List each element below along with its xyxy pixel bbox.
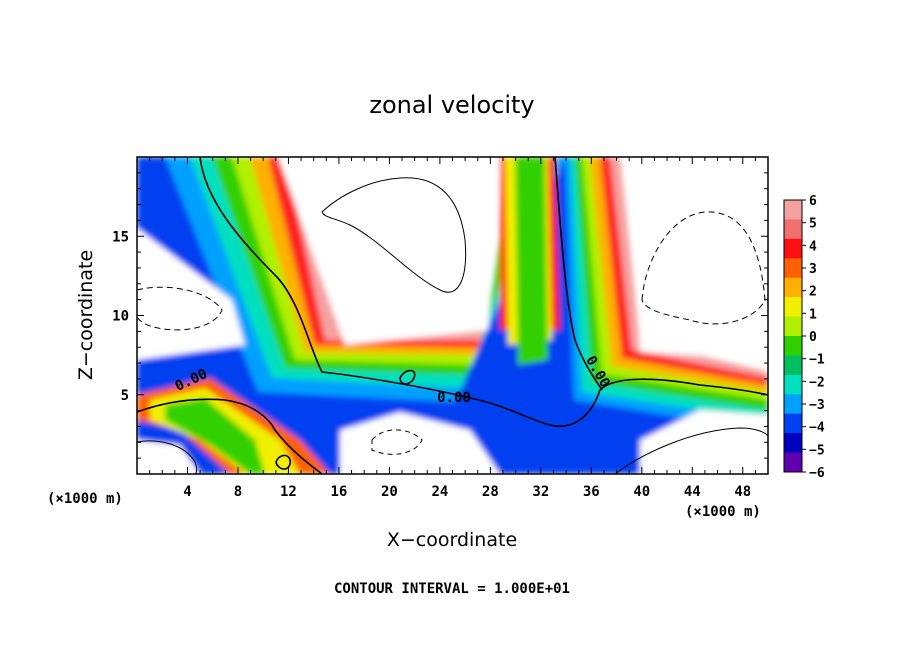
colorbar-segment [784, 238, 802, 259]
colorbar-segment [784, 355, 802, 376]
colorbar-tick-label: 2 [809, 285, 817, 300]
x-tick-label: 12 [280, 484, 297, 500]
x-tick-label: 36 [583, 484, 600, 500]
y-axis-label: Z−coordinate [75, 250, 97, 380]
colorbar-tick-label: −4 [809, 421, 825, 436]
x-tick-label: 28 [482, 484, 499, 500]
y-tick-label: 5 [121, 388, 129, 404]
colorbar-tick-label: −1 [809, 353, 825, 368]
y-tick-label: 10 [112, 309, 129, 325]
x-axis-label: X−coordinate [387, 529, 517, 551]
x-tick-label: 32 [532, 484, 549, 500]
colorbar-tick-label: 3 [809, 262, 817, 277]
x-tick-label: 48 [734, 484, 751, 500]
colorbar-tick-label: 0 [809, 330, 817, 345]
x-tick-label: 16 [330, 484, 347, 500]
colorbar-tick-label: 1 [809, 307, 817, 322]
x-tick-label: 24 [431, 484, 448, 500]
colorbar-segment [784, 336, 802, 356]
colorbar-segment [784, 219, 802, 240]
x-unit-left: (×1000 m) [47, 491, 123, 507]
colorbar-segment [784, 394, 802, 415]
x-tick-label: 44 [684, 484, 701, 500]
y-axis-ticks: 5 10 15 [112, 172, 768, 459]
colorbar-tick-label: 4 [809, 239, 817, 254]
x-tick-label: 8 [234, 484, 242, 500]
x-tick-label: 4 [183, 484, 191, 500]
colorbar-tick-label: −6 [809, 466, 825, 481]
velocity-field: 0.00 0.00 0.00 [137, 157, 768, 474]
colorbar-tick-label: 5 [809, 217, 817, 232]
colorbar-tick-label: −2 [809, 375, 825, 390]
colorbar-segment [784, 452, 802, 473]
colorbar-segment [784, 277, 802, 298]
x-axis-ticks: 4 8 12 16 20 24 28 32 36 40 44 48 [149, 157, 756, 500]
colorbar-segment [784, 200, 802, 220]
colorbar-tick-label: −3 [809, 398, 825, 413]
x-tick-label: 40 [633, 484, 650, 500]
contour-interval-note: CONTOUR INTERVAL = 1.000E+01 [334, 581, 570, 597]
colorbar-tick-label: 6 [809, 194, 817, 209]
x-unit-right: (×1000 m) [685, 504, 761, 520]
colorbar-segment [784, 297, 802, 318]
colorbar-segment [784, 433, 802, 454]
colorbar-segment [784, 374, 802, 395]
colorbar-segment [784, 413, 802, 434]
plot-area: 0.00 0.00 0.00 4 8 12 16 20 24 28 32 36 40 44 48 51… [112, 156, 769, 500]
colorbar-tick-label: −5 [809, 443, 825, 458]
colorbar-segment [784, 316, 802, 337]
y-tick-label: 15 [112, 229, 129, 245]
chart-title: zonal velocity [369, 91, 534, 119]
colorbar: 6 5 4 3 2 1 0 −1 −2 −3 −4 −5 −6 [783, 194, 825, 481]
colorbar-segment [784, 258, 802, 279]
x-tick-label: 20 [381, 484, 398, 500]
contour-label-2: 0.00 [437, 390, 471, 406]
